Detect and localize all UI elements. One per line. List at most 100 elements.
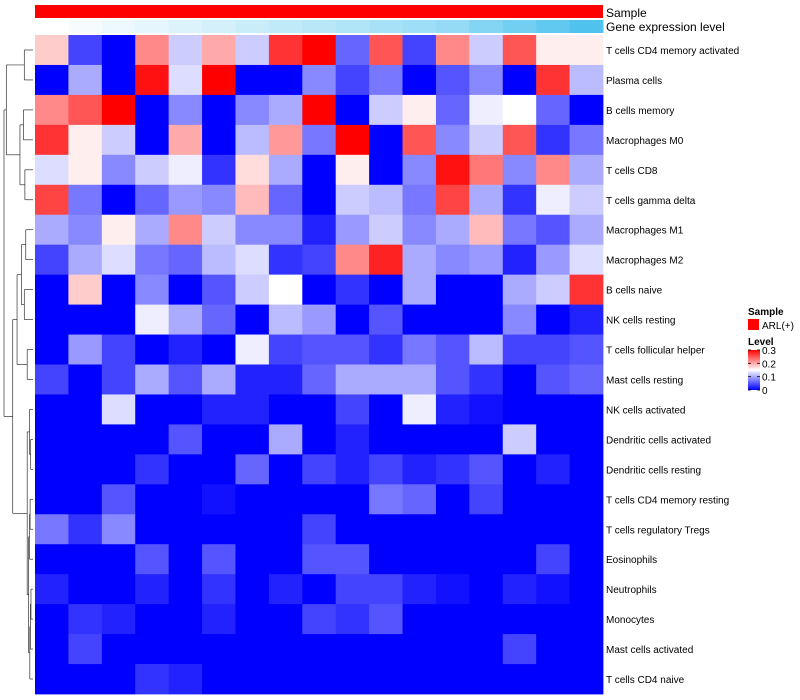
- legend-tick-label: 0: [762, 386, 768, 397]
- heatmap-cell: [135, 634, 170, 665]
- heatmap-cell: [402, 634, 437, 665]
- annotation-expression-cell: [502, 20, 537, 33]
- heatmap-cell: [268, 274, 303, 305]
- heatmap-cell: [268, 304, 303, 335]
- heatmap-cell: [235, 424, 270, 455]
- annotation-expression-cell: [268, 20, 303, 33]
- heatmap-cell: [101, 154, 136, 186]
- heatmap-cell: [168, 634, 203, 665]
- heatmap-cell: [268, 214, 303, 246]
- heatmap-cell: [569, 574, 604, 605]
- heatmap-cell: [302, 184, 337, 216]
- heatmap-cell: [369, 124, 403, 156]
- heatmap-cell: [402, 154, 437, 186]
- heatmap-cell: [536, 124, 570, 156]
- heatmap-cell: [235, 124, 270, 156]
- heatmap-cell: [402, 454, 437, 485]
- heatmap-cell: [435, 634, 470, 665]
- heatmap-cell: [536, 334, 570, 365]
- heatmap-cell: [135, 64, 170, 96]
- row-label: T cells regulatory Tregs: [606, 525, 710, 536]
- heatmap-cell: [435, 274, 470, 305]
- heatmap-cell: [302, 364, 337, 395]
- heatmap-cell: [536, 184, 570, 216]
- heatmap-cell: [569, 634, 604, 665]
- heatmap-cell: [335, 544, 370, 575]
- row-label: Dendritic cells activated: [606, 435, 711, 446]
- heatmap-cell: [335, 94, 370, 126]
- heatmap-cell: [101, 64, 136, 96]
- heatmap-cell: [402, 664, 437, 695]
- heatmap-cell: [101, 364, 136, 395]
- heatmap-cell: [68, 514, 103, 545]
- heatmap-cell: [101, 454, 136, 485]
- heatmap-cell: [536, 454, 570, 485]
- heatmap-cell: [202, 154, 236, 186]
- annotation-expression-cell: [369, 20, 404, 33]
- heatmap-cell: [469, 124, 504, 156]
- heatmap-cell: [268, 94, 303, 126]
- heatmap-cell: [435, 484, 470, 515]
- heatmap-cell: [35, 214, 69, 246]
- heatmap-cell: [35, 184, 69, 216]
- heatmap-cell: [469, 664, 504, 695]
- row-label: T cells follicular helper: [606, 346, 705, 357]
- heatmap-cell: [35, 514, 69, 545]
- annotation-expression-cell: [101, 20, 136, 33]
- heatmap-cell: [469, 604, 504, 635]
- heatmap-cell: [268, 334, 303, 365]
- heatmap-cell: [469, 35, 504, 66]
- heatmap-cell: [168, 35, 203, 66]
- heatmap-cell: [502, 424, 537, 455]
- heatmap-cell: [435, 124, 470, 156]
- heatmap-cell: [68, 304, 103, 335]
- heatmap-cell: [502, 574, 537, 605]
- heatmap-cell: [101, 574, 136, 605]
- row-label: Monocytes: [606, 615, 654, 626]
- heatmap-cell: [168, 484, 203, 515]
- heatmap-cell: [402, 364, 437, 395]
- row-label: Mast cells activated: [606, 645, 693, 656]
- heatmap-cell: [202, 184, 236, 216]
- heatmap-cell: [335, 124, 370, 156]
- heatmap-cell: [469, 544, 504, 575]
- row-label: B cells memory: [606, 106, 674, 117]
- row-label: T cells CD4 memory activated: [606, 46, 739, 57]
- heatmap-cell: [202, 454, 236, 485]
- heatmap-cell: [68, 634, 103, 665]
- annotation-label-sample: Sample: [606, 6, 647, 20]
- heatmap-cell: [135, 274, 170, 305]
- heatmap-cell: [536, 664, 570, 695]
- heatmap-cell: [435, 244, 470, 276]
- heatmap-cell: [68, 484, 103, 515]
- heatmap-cell: [402, 64, 437, 96]
- heatmap-cell: [68, 274, 103, 305]
- heatmap-cell: [302, 334, 337, 365]
- heatmap-cell: [235, 94, 270, 126]
- heatmap-cell: [402, 304, 437, 335]
- heatmap-cell: [302, 64, 337, 96]
- heatmap-cell: [302, 514, 337, 545]
- heatmap-cell: [536, 604, 570, 635]
- row-label: Mast cells resting: [606, 375, 683, 386]
- heatmap-cell: [502, 244, 537, 276]
- heatmap-cell: [35, 364, 69, 395]
- heatmap-cell: [235, 574, 270, 605]
- heatmap-cell: [435, 544, 470, 575]
- heatmap-cell: [469, 274, 504, 305]
- heatmap-cell: [168, 604, 203, 635]
- row-label: T cells CD8: [606, 166, 658, 177]
- annotation-expression-cell: [469, 20, 504, 33]
- legend-level-title: Level: [748, 337, 774, 348]
- heatmap-cell: [569, 35, 604, 66]
- heatmap-cell: [335, 484, 370, 515]
- heatmap-cell: [335, 514, 370, 545]
- heatmap-cell: [235, 244, 270, 276]
- heatmap-cell: [35, 274, 69, 305]
- legend: Sample ARL(+) Level 0.3 0.2 0.1 0: [748, 307, 794, 397]
- heatmap-cell: [569, 514, 604, 545]
- heatmap-cell: [335, 424, 370, 455]
- heatmap-cell: [268, 514, 303, 545]
- heatmap-cell: [569, 334, 604, 365]
